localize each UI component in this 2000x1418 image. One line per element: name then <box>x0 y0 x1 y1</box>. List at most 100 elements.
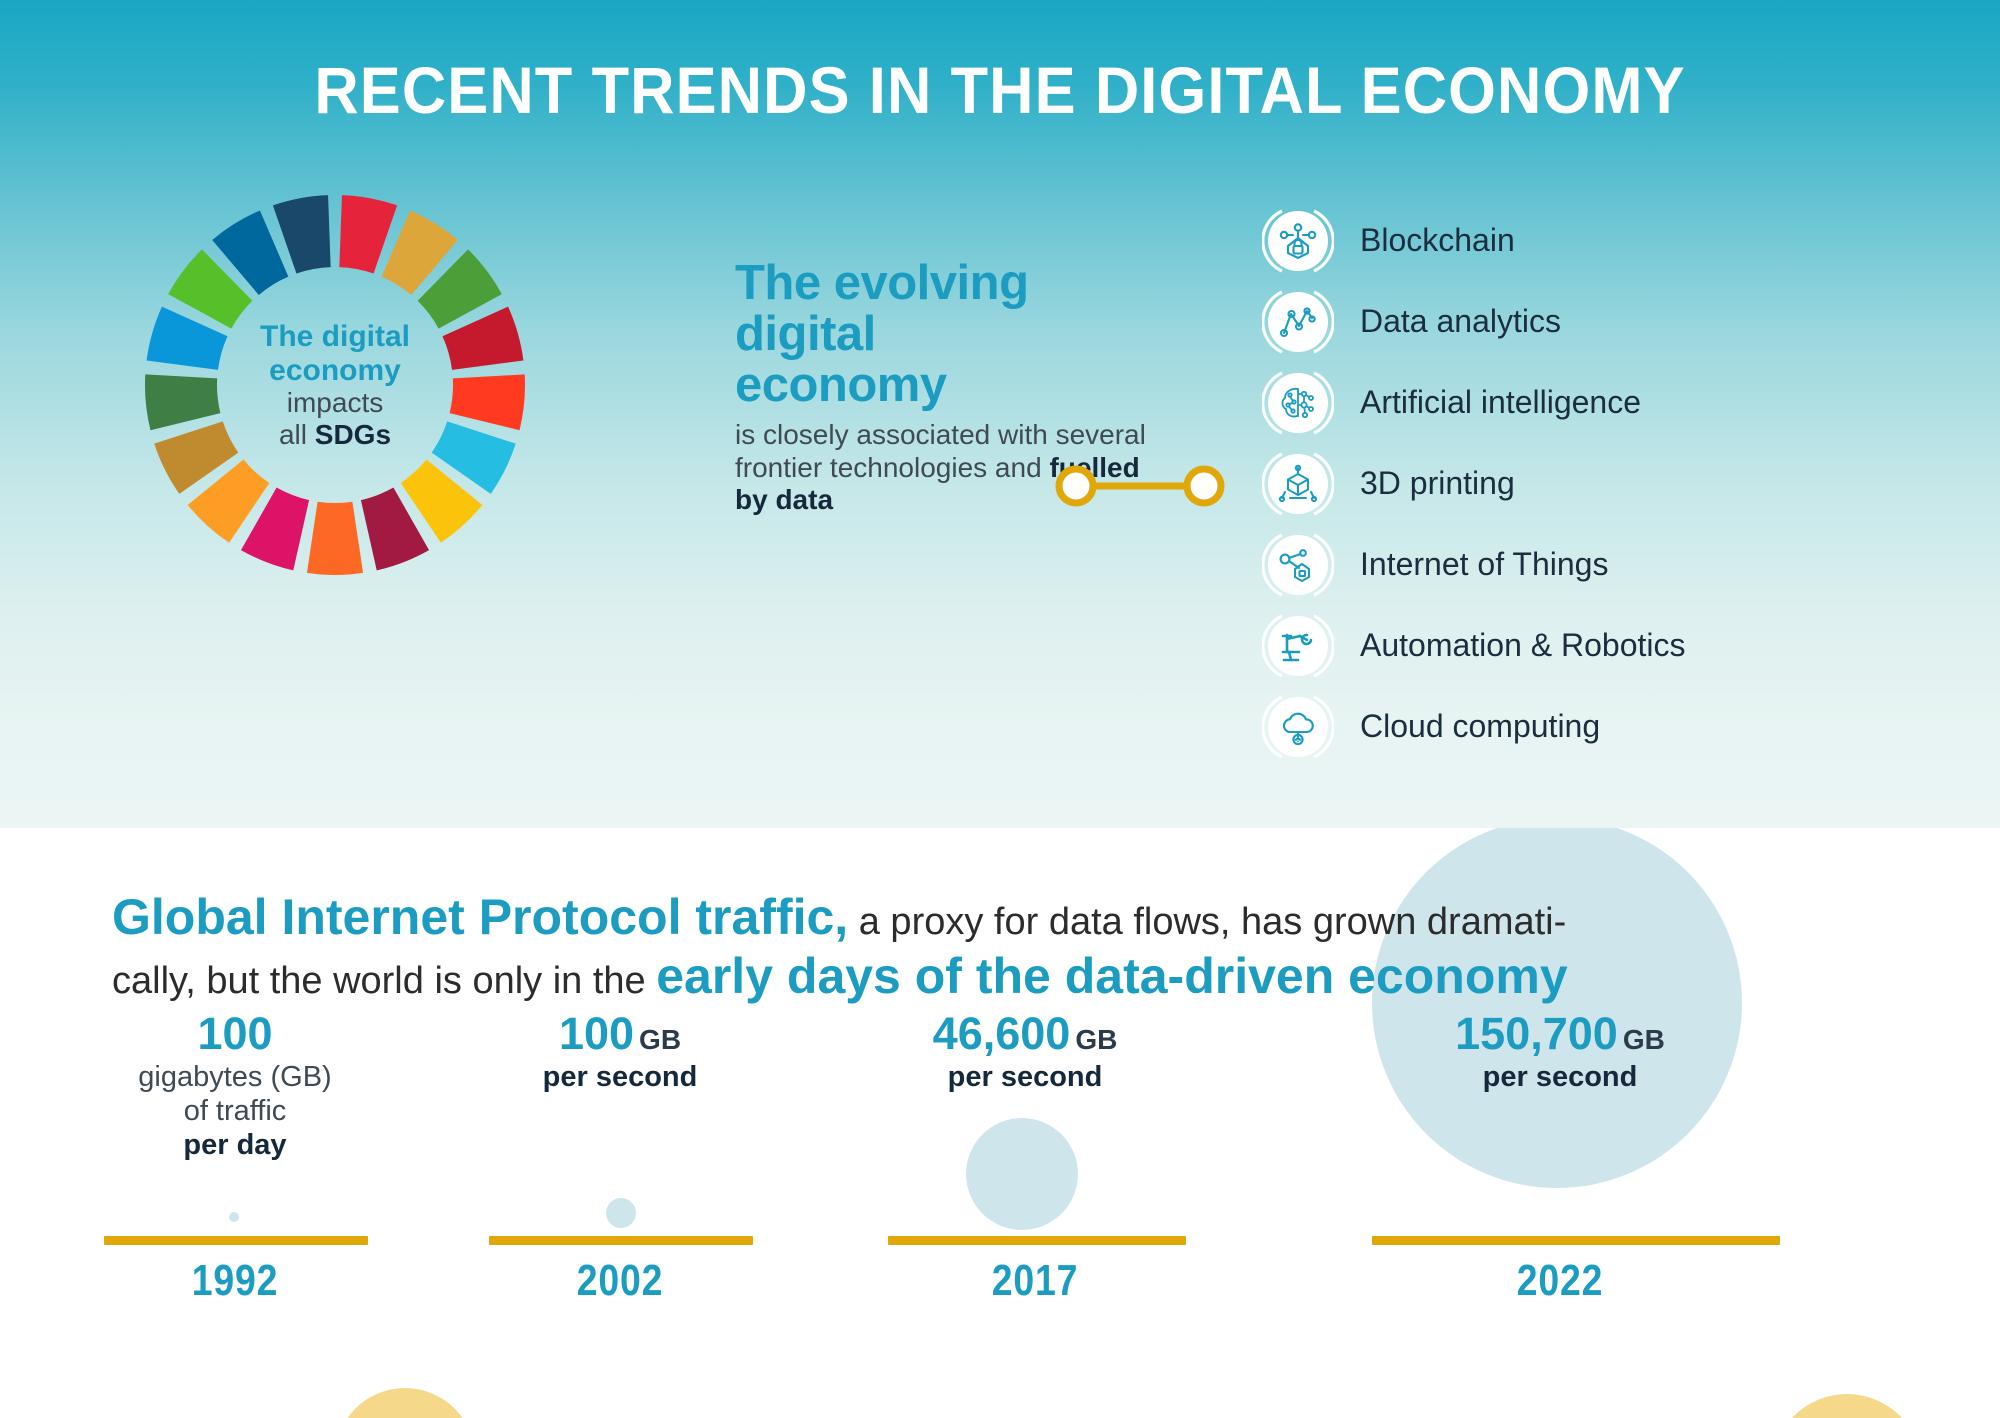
icon-disc <box>1268 615 1328 676</box>
tech-item-artificial-intelligence[interactable]: Artificial intelligence <box>1262 362 1902 443</box>
evolving-heading: The evolving digital economy <box>735 258 1155 411</box>
page-title: RECENT TRENDS IN THE DIGITAL ECONOMY <box>314 53 1686 127</box>
evolving-heading-line-2: digital <box>735 306 876 361</box>
sdg-wheel-segment <box>306 501 364 575</box>
timeline-year-2017: 2017 <box>991 1256 1079 1305</box>
tech-item-data-analytics[interactable]: Data analytics <box>1262 281 1902 362</box>
icon-ring <box>1262 695 1334 758</box>
timeline-sublabel: gigabytes (GB) of traffic per day <box>100 1061 370 1162</box>
tech-label: Cloud computing <box>1360 708 1601 744</box>
tech-label: Automation & Robotics <box>1360 627 1686 663</box>
timeline-number: 46,600 <box>932 1008 1071 1059</box>
connector-svg <box>1055 465 1225 507</box>
sdg-wheel-segment <box>154 421 239 494</box>
sdg-wheel-segment <box>339 195 398 274</box>
dumbbell-connector-icon <box>1050 465 1230 507</box>
sdg-wheel-segment <box>431 421 516 494</box>
internet-of-things-glyph <box>1279 548 1311 582</box>
timeline-number: 100 <box>558 1008 635 1059</box>
tech-label: Internet of Things <box>1360 546 1609 582</box>
tech-item-automation-robotics[interactable]: Automation & Robotics <box>1262 605 1902 686</box>
timeline-sublabel: per second <box>1410 1061 1710 1095</box>
ip-traffic-headline: Global Internet Protocol traffic, a prox… <box>112 888 1902 1006</box>
timeline-sub-bold: per second <box>947 1061 1103 1094</box>
frontier-technologies-list: Blockchain <box>1262 200 1902 767</box>
scale-bubble-1992 <box>229 1212 239 1222</box>
evolving-heading-line-1: The evolving <box>735 256 1029 310</box>
artificial-intelligence-icon <box>1262 367 1334 439</box>
evolving-body-regular: is closely associated with several front… <box>735 418 1146 483</box>
sdg-wheel-segment <box>240 487 310 571</box>
internet-of-things-icon <box>1262 529 1334 601</box>
sdg-wheel-segment <box>449 374 525 431</box>
timeline-value: 100 GB <box>485 1010 755 1057</box>
timeline-entry-2022: 150,700 GB per second <box>1410 1010 1710 1095</box>
tech-item-3d-printing[interactable]: 3D printing <box>1262 443 1902 524</box>
data-analytics-glyph <box>1279 306 1316 337</box>
headline-plain-part-1: a proxy for data flows, has grown dramat… <box>848 901 1567 943</box>
sdg-wheel-segment <box>360 487 430 571</box>
timeline-bar-2022 <box>1372 1236 1780 1245</box>
timeline-unit: GB <box>1622 1024 1665 1055</box>
sdg-wheel-svg <box>145 195 525 575</box>
scale-bubble-2022 <box>1372 828 1742 1188</box>
cloud-computing-icon <box>1262 691 1334 763</box>
timeline-bar-1992 <box>104 1236 368 1245</box>
tech-item-blockchain[interactable]: Blockchain <box>1262 200 1902 281</box>
timeline-sublabel: per second <box>885 1061 1165 1095</box>
icon-ring <box>1262 371 1334 434</box>
timeline-number: 150,700 <box>1455 1008 1618 1059</box>
tech-item-cloud-computing[interactable]: Cloud computing <box>1262 686 1902 767</box>
icon-ring <box>1262 290 1334 353</box>
timeline-entry-1992: 100 gigabytes (GB) of traffic per day <box>100 1010 370 1162</box>
sdg-wheel-segment <box>212 210 289 295</box>
headline-plain-part-2: cally, but the world is only in the <box>112 960 657 1002</box>
sdg-wheel-segment <box>400 459 483 543</box>
timeline-value: 150,700 GB <box>1410 1010 1710 1057</box>
3d-printing-icon <box>1262 448 1334 520</box>
icon-ring <box>1262 614 1334 677</box>
timeline-entry-2002: 100 GB per second <box>485 1010 755 1095</box>
sdg-wheel-segment <box>417 249 502 329</box>
timeline-sub-line-2: of traffic <box>183 1094 287 1127</box>
automation-robotics-glyph <box>1281 633 1313 661</box>
headline-teal-part-2: early days of the data-driven economy <box>656 948 1568 1004</box>
timeline-year-2022: 2022 <box>1516 1256 1604 1305</box>
timeline-number: 100 <box>197 1008 273 1059</box>
sdg-wheel <box>140 190 530 580</box>
evolving-economy-block: The evolving digital economy is closely … <box>735 258 1155 517</box>
ip-traffic-section: Global Internet Protocol traffic, a prox… <box>0 828 2000 1418</box>
sdg-wheel-segment <box>168 249 253 329</box>
timeline-sub-bold: per second <box>1482 1061 1638 1094</box>
sdg-wheel-segment <box>145 374 221 431</box>
timeline-year-1992: 1992 <box>191 1256 279 1305</box>
cloud-computing-glyph <box>1282 712 1314 745</box>
evolving-heading-line-3: economy <box>735 357 947 412</box>
icon-ring <box>1262 209 1334 272</box>
evolving-body-text: is closely associated with several front… <box>735 419 1155 517</box>
3d-printing-glyph <box>1278 464 1318 502</box>
sdg-wheel-segment <box>381 210 458 295</box>
tech-label: Blockchain <box>1360 222 1515 258</box>
icon-disc <box>1268 534 1328 595</box>
scale-bubble-2017 <box>966 1118 1078 1230</box>
icon-ring <box>1262 533 1334 596</box>
blockchain-icon <box>1262 205 1334 277</box>
sdg-wheel-segment <box>442 306 524 370</box>
automation-robotics-icon <box>1262 610 1334 682</box>
sdg-wheel-segment <box>146 306 228 370</box>
timeline-bar-2017 <box>888 1236 1186 1245</box>
icon-disc <box>1268 696 1328 757</box>
data-analytics-icon <box>1262 286 1334 358</box>
timeline-year-2002: 2002 <box>576 1256 664 1305</box>
icon-disc <box>1268 291 1328 352</box>
timeline-unit: GB <box>639 1024 682 1055</box>
scale-bubble-2002 <box>606 1198 636 1228</box>
top-panel: RECENT TRENDS IN THE DIGITAL ECONOMY The… <box>0 0 2000 828</box>
timeline-sub-line-1: gigabytes (GB) <box>138 1061 332 1094</box>
tech-item-internet-of-things[interactable]: Internet of Things <box>1262 524 1902 605</box>
ip-traffic-timeline: 100 gigabytes (GB) of traffic per day 19… <box>0 828 2000 1418</box>
sdg-wheel-segment <box>187 459 270 543</box>
icon-ring <box>1262 452 1334 515</box>
timeline-value: 46,600 GB <box>885 1010 1165 1057</box>
